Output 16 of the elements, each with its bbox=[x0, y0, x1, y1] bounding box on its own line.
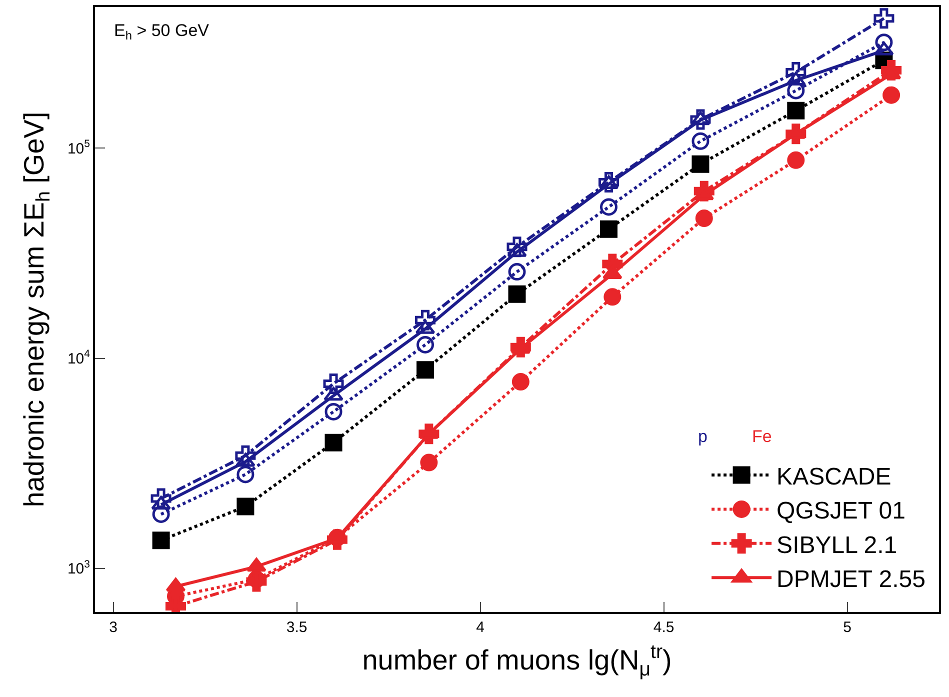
y-tick-label: 10$^{3}$ bbox=[67, 558, 90, 578]
x-tick-label: 4 bbox=[476, 619, 484, 636]
x-axis-title: number of muons lg(N$_{μ}$$^{tr}$) bbox=[362, 640, 672, 680]
x-tick-label: 3.5 bbox=[286, 619, 308, 636]
legend-label: KASCADE bbox=[776, 463, 892, 490]
annotation: Fe bbox=[752, 427, 772, 446]
y-tick-label: 10$^{4}$ bbox=[67, 348, 90, 368]
annotation: p bbox=[698, 427, 708, 446]
x-tick-label: 5 bbox=[843, 619, 852, 636]
x-tick-label: 4.5 bbox=[653, 619, 674, 636]
legend-label: SIBYLL 2.1 bbox=[776, 532, 898, 559]
x-tick-label: 3 bbox=[109, 619, 118, 636]
annotation: E$_{h}$ > 50 GeV bbox=[114, 21, 210, 43]
legend-label: QGSJET 01 bbox=[776, 498, 906, 525]
legend-label: DPMJET 2.55 bbox=[776, 566, 926, 593]
y-tick-label: 10$^{5}$ bbox=[67, 138, 90, 158]
